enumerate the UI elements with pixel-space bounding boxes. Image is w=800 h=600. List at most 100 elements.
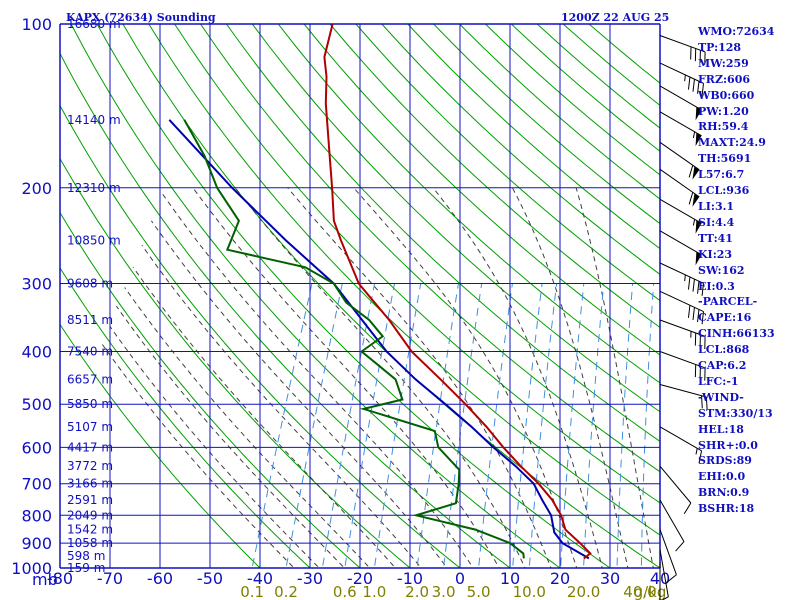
wind-barb-staff xyxy=(659,290,704,313)
index-item: TH:5691 xyxy=(698,152,752,166)
moist-adiabat-line xyxy=(287,187,552,568)
mixing-ratio-label: 0.6 xyxy=(333,583,357,600)
wind-barb xyxy=(659,529,677,583)
pressure-label: 100 xyxy=(21,15,52,34)
height-label: 5850 m xyxy=(67,397,113,411)
height-label: 10850 m xyxy=(67,233,121,247)
moist-adiabat-line xyxy=(575,187,654,568)
dry-adiabat-line xyxy=(251,24,660,413)
mixing-ratio-label: 5.0 xyxy=(467,583,491,600)
wind-barb-flag xyxy=(695,106,702,121)
height-label: 14140 m xyxy=(67,113,121,127)
wind-barb-half-feather xyxy=(692,219,696,226)
mixing-ratio-label: 10.0 xyxy=(513,583,546,600)
wind-barb-staff xyxy=(659,426,702,452)
wind-barb xyxy=(659,562,661,600)
wind-barb-feather xyxy=(675,541,685,552)
wind-barb-flag xyxy=(692,193,700,207)
mixing-ratio-line xyxy=(416,283,459,568)
wind-barb-feather xyxy=(701,283,704,296)
mixing-ratio-line xyxy=(640,283,655,568)
mixing-ratio-line xyxy=(321,283,376,568)
index-item: TT:41 xyxy=(698,231,733,245)
chart-title: KAPX (72634) Sounding xyxy=(66,11,216,24)
wind-barb-staff xyxy=(659,384,707,398)
wind-barb-feather xyxy=(701,311,704,325)
wind-barb-staff xyxy=(659,262,704,284)
wind-barb-staff xyxy=(659,198,702,224)
height-label: 2591 m xyxy=(67,493,113,507)
wind-barb-half-feather xyxy=(684,74,686,82)
mixing-ratio-line xyxy=(583,283,605,568)
temperature-tick-label: -80 xyxy=(47,569,73,588)
dry-adiabat-line xyxy=(225,24,660,442)
index-item: -WIND- xyxy=(698,390,744,404)
height-label: 4417 m xyxy=(67,440,113,454)
wind-barb-staff xyxy=(659,465,692,504)
temperature-tick-label: -70 xyxy=(97,569,123,588)
index-item: CAPE:16 xyxy=(698,311,752,325)
index-item: TP:128 xyxy=(698,40,742,54)
wind-barb-staff xyxy=(659,319,706,337)
mixing-ratio-line xyxy=(478,283,513,568)
mixing-ratio-label: 0.2 xyxy=(274,583,298,600)
pressure-label: 200 xyxy=(21,179,52,198)
dry-adiabat-line xyxy=(148,24,660,536)
mixing-ratio-line xyxy=(285,283,343,568)
dewpoint-line xyxy=(183,119,525,559)
moist-adiabat-line xyxy=(109,326,320,568)
moist-adiabat-line xyxy=(161,193,474,568)
wind-barb-feather xyxy=(687,76,691,90)
wind-barb-staff xyxy=(659,499,685,542)
wind-barb-staff xyxy=(659,351,706,369)
index-item: CAP:6.2 xyxy=(698,359,747,373)
index-item: SI:4.4 xyxy=(698,215,735,229)
index-item: EHI:0.0 xyxy=(698,470,746,484)
wind-barb-staff xyxy=(659,62,704,84)
wind-barb-flag xyxy=(692,166,700,180)
index-item: LCL:868 xyxy=(698,343,750,357)
index-item: WB0:660 xyxy=(698,88,755,102)
height-label: 1542 m xyxy=(67,523,113,537)
height-label: 9608 m xyxy=(67,277,113,291)
moist-adiabat-line xyxy=(100,342,295,568)
moist-adiabat-line xyxy=(234,187,526,568)
wind-barb xyxy=(659,168,700,207)
wind-barb-staff xyxy=(659,549,669,597)
wind-barb xyxy=(659,384,708,410)
sounding-indices-list: WMO:72634 TP:128 MW:259 FRZ:606 WB0:660 PW:1.… xyxy=(698,24,798,517)
index-item: MW:259 xyxy=(698,56,749,70)
moist-adiabat-line xyxy=(432,187,603,568)
index-item: LFC:-1 xyxy=(698,374,739,388)
wind-barb xyxy=(659,290,704,325)
index-item: LCL:936 xyxy=(698,184,750,198)
wind-barb-feather xyxy=(666,574,677,583)
wind-barb-staff xyxy=(659,141,700,171)
wind-barb-feather xyxy=(698,450,703,464)
pressure-label: 1000 xyxy=(11,559,52,578)
wind-barb-half-feather xyxy=(662,596,669,600)
index-item: FRZ:606 xyxy=(698,72,751,86)
temperature-tick-label: -60 xyxy=(147,569,173,588)
wind-barb-half-feather xyxy=(684,274,686,282)
wind-barb-feather xyxy=(692,79,695,92)
wind-barb xyxy=(659,319,706,350)
temperature-tick-label: -20 xyxy=(347,569,373,588)
index-item: STM:330/13 xyxy=(698,406,773,420)
height-label: 16680 m xyxy=(67,17,121,31)
index-item: MAXT:24.9 xyxy=(698,136,766,150)
wind-barb-staff xyxy=(659,529,677,575)
wind-barb xyxy=(659,35,706,65)
dry-adiabat-line xyxy=(60,266,311,568)
height-label: 3166 m xyxy=(67,477,113,491)
pressure-label: 300 xyxy=(21,275,52,294)
wind-barb-feather xyxy=(697,309,700,323)
index-item: SHR+:0.0 xyxy=(698,438,758,452)
temperature-tick-label: -30 xyxy=(297,569,323,588)
mixing-ratio-line xyxy=(512,283,543,568)
mixing-ratio-label: 2.0 xyxy=(405,583,429,600)
dry-adiabat-line xyxy=(70,24,561,568)
index-item: BRN:0.9 xyxy=(698,486,750,500)
wind-barb-staff xyxy=(659,230,702,256)
